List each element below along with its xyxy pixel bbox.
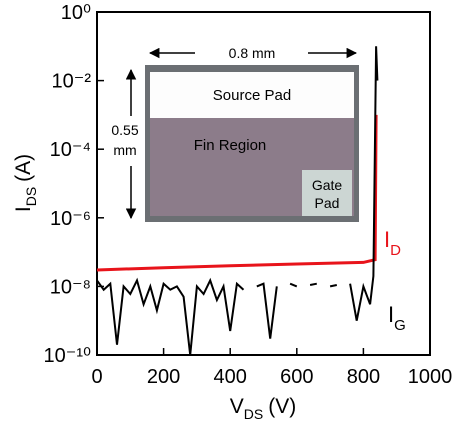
height-label: mm — [113, 142, 136, 158]
y-label-unit: (A) — [12, 154, 35, 182]
series-line — [96, 46, 379, 356]
source-label: Source Pad — [213, 87, 291, 104]
x-axis-label: VDS (V) — [230, 395, 296, 422]
inset: Source Pad Fin Region Gate Pad 0.8 mm 0.… — [111, 45, 359, 222]
y-axis-label: IDS (A) — [12, 154, 39, 212]
x-tick-label: 600 — [280, 366, 313, 388]
series-label-sub: G — [394, 317, 406, 334]
plot-frame — [96, 11, 431, 356]
fin-label: Fin Region — [194, 137, 267, 154]
series-label-main: I — [384, 227, 390, 252]
x-label-main: V — [230, 395, 244, 418]
x-tick-label: 0 — [91, 366, 102, 388]
x-tick-label: 200 — [147, 366, 180, 388]
y-tick-label: 10⁰ — [61, 2, 91, 24]
series-label: ID — [384, 227, 401, 259]
y-tick-label: 10⁻⁸ — [50, 276, 91, 298]
y-tick-label: 10⁻¹⁰ — [44, 345, 91, 367]
series-line — [96, 114, 378, 272]
gate-label: Pad — [315, 195, 340, 211]
x-tick-label: 400 — [214, 366, 247, 388]
gate-label: Gate — [312, 177, 343, 193]
height-label: 0.55 — [111, 122, 138, 138]
gate-pad — [302, 170, 352, 216]
y-label-main: I — [12, 206, 35, 212]
series-label-sub: D — [390, 242, 401, 259]
series-label: IG — [388, 302, 406, 334]
x-label-sub: DS — [244, 406, 263, 422]
y-tick-label: 10⁻² — [52, 71, 92, 93]
x-tick-label: 800 — [347, 366, 380, 388]
x-label-unit: (V) — [268, 395, 296, 418]
width-label: 0.8 mm — [229, 45, 276, 61]
y-label-sub: DS — [23, 187, 39, 206]
y-tick-label: 10⁻⁶ — [50, 208, 91, 230]
y-tick-label: 10⁻⁴ — [50, 139, 91, 161]
series-label-main: I — [388, 302, 394, 327]
x-tick-label: 1000 — [408, 366, 453, 388]
source-pad — [150, 72, 354, 118]
